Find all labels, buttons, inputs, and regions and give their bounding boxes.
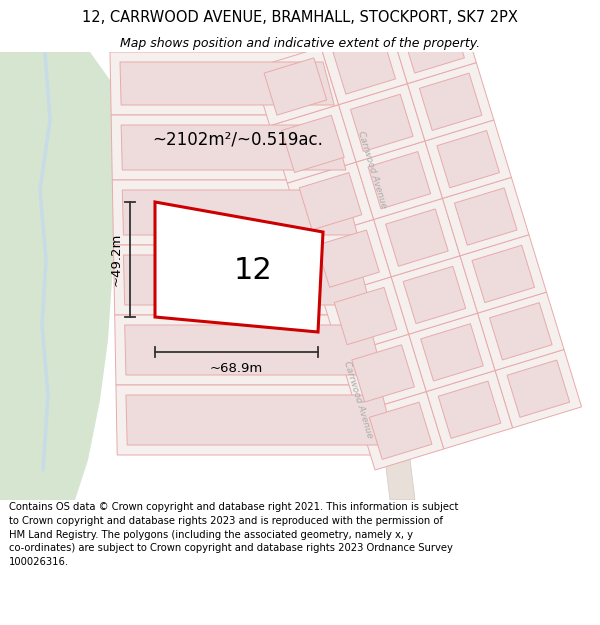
Polygon shape (281, 115, 344, 172)
Polygon shape (338, 84, 425, 162)
Polygon shape (299, 173, 362, 230)
Polygon shape (321, 26, 407, 104)
Polygon shape (287, 162, 374, 241)
Text: Map shows position and indicative extent of the property.: Map shows position and indicative extent… (120, 38, 480, 51)
Polygon shape (407, 62, 494, 141)
Polygon shape (126, 395, 395, 445)
Polygon shape (478, 292, 564, 371)
Text: Carrwood Avenue: Carrwood Avenue (342, 361, 374, 439)
Polygon shape (454, 188, 517, 245)
Polygon shape (335, 52, 415, 500)
Polygon shape (112, 180, 367, 245)
Polygon shape (358, 392, 444, 470)
Polygon shape (322, 277, 409, 355)
Polygon shape (370, 402, 432, 459)
Polygon shape (334, 288, 397, 344)
Polygon shape (368, 152, 431, 209)
Polygon shape (115, 315, 392, 385)
Polygon shape (409, 313, 495, 392)
Text: 12, CARRWOOD AVENUE, BRAMHALL, STOCKPORT, SK7 2PX: 12, CARRWOOD AVENUE, BRAMHALL, STOCKPORT… (82, 11, 518, 26)
Polygon shape (374, 198, 460, 277)
Polygon shape (340, 334, 427, 412)
Polygon shape (317, 230, 379, 288)
Polygon shape (507, 360, 569, 418)
Polygon shape (490, 302, 552, 360)
Polygon shape (386, 209, 448, 266)
Polygon shape (111, 115, 356, 180)
Polygon shape (270, 104, 356, 183)
Text: ~68.9m: ~68.9m (210, 361, 263, 374)
Polygon shape (122, 190, 358, 235)
Polygon shape (419, 73, 482, 131)
Polygon shape (421, 324, 483, 381)
Polygon shape (0, 52, 118, 500)
Polygon shape (120, 62, 334, 105)
Text: Carrwood Avenue: Carrwood Avenue (356, 131, 388, 209)
Polygon shape (125, 325, 382, 375)
Polygon shape (305, 219, 391, 298)
Polygon shape (390, 5, 476, 84)
Polygon shape (333, 37, 395, 94)
Polygon shape (252, 48, 338, 126)
Polygon shape (264, 58, 326, 115)
Polygon shape (402, 16, 464, 73)
Text: Contains OS data © Crown copyright and database right 2021. This information is : Contains OS data © Crown copyright and d… (9, 503, 458, 567)
Polygon shape (113, 245, 380, 315)
Text: ~2102m²/~0.519ac.: ~2102m²/~0.519ac. (152, 131, 323, 149)
Polygon shape (356, 141, 443, 219)
Polygon shape (495, 349, 581, 428)
Polygon shape (460, 235, 547, 313)
Polygon shape (116, 385, 405, 455)
Polygon shape (438, 381, 501, 438)
Polygon shape (352, 345, 415, 402)
Polygon shape (443, 177, 529, 256)
Text: ~49.2m: ~49.2m (110, 232, 122, 286)
Polygon shape (391, 256, 478, 334)
Text: 12: 12 (233, 256, 272, 285)
Polygon shape (110, 52, 344, 115)
Polygon shape (155, 202, 323, 332)
Polygon shape (121, 125, 346, 170)
Polygon shape (124, 255, 370, 305)
Polygon shape (350, 94, 413, 151)
Polygon shape (472, 245, 535, 302)
Polygon shape (403, 266, 466, 324)
Polygon shape (427, 371, 513, 449)
Polygon shape (437, 131, 499, 188)
Polygon shape (425, 120, 511, 198)
